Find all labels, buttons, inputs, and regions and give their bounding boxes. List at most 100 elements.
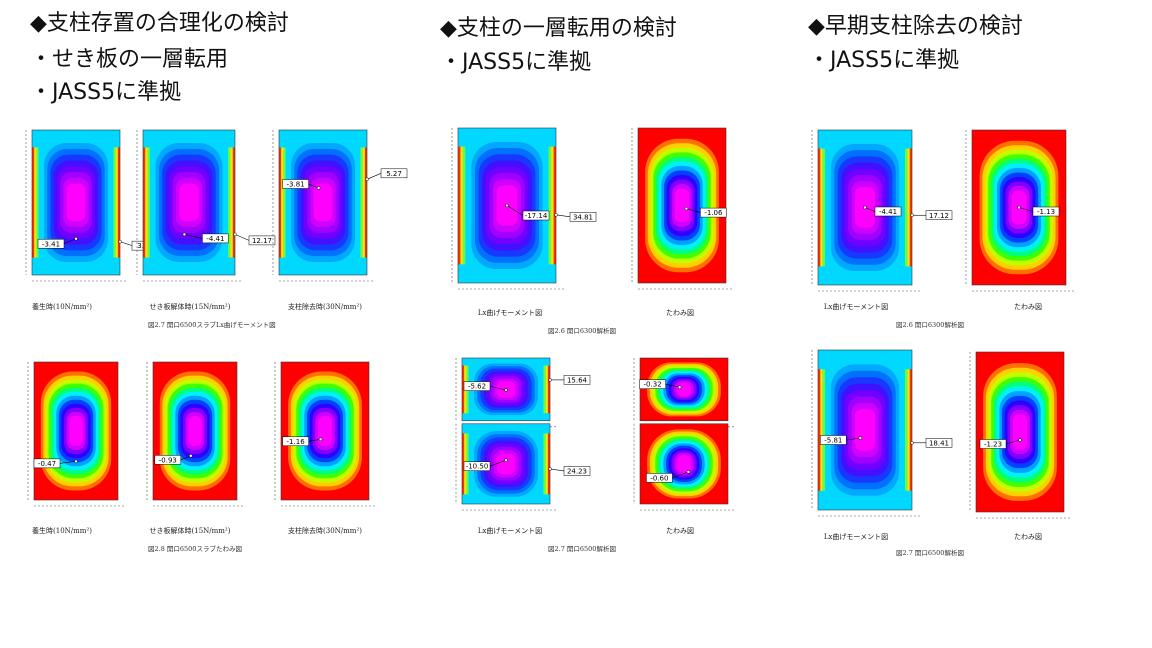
panel-label: たわみ図 (1014, 533, 1042, 541)
figure-caption: 図2.7 開口6500スラブLx曲げモーメント図 (148, 320, 276, 329)
edge-strip (547, 365, 550, 414)
callout-leader (665, 383, 680, 388)
callout-box (154, 455, 182, 465)
panel-label: 養生時(10N/mm²) (32, 526, 92, 535)
callout-dot (910, 213, 914, 217)
contour (313, 183, 333, 222)
contour (676, 382, 692, 397)
callout-leader (549, 468, 565, 472)
callout-box (380, 168, 408, 179)
edge-strip (820, 148, 823, 267)
edge-strip (462, 146, 466, 265)
callout-value: -1.13 (1037, 208, 1055, 216)
heading: ◆支柱存置の合理化の検討 (30, 11, 289, 36)
callout-dot (863, 205, 867, 210)
edge-strip (547, 433, 550, 495)
panel-label: 支柱除去時(30N/mm²) (288, 526, 362, 535)
edge-strip (228, 147, 231, 258)
heading: ◆早期支柱除去の検討 (808, 14, 1023, 39)
callout-dot (233, 232, 237, 237)
panel-label: 養生時(10N/mm²) (32, 302, 92, 311)
figure-caption: 図2.8 開口6500スラブたわみ図 (148, 544, 242, 553)
callout-leader (672, 471, 689, 479)
callout-value: -3.81 (287, 181, 305, 189)
callout-leader (1018, 207, 1034, 212)
callout-box (925, 210, 953, 220)
edge-strip (281, 147, 284, 258)
callout-value: -0.32 (644, 381, 662, 389)
callout-dot (548, 467, 552, 471)
callout-box (282, 179, 309, 189)
callout-box (37, 239, 65, 249)
figure-caption: 図2.7 開口6500解析図 (548, 544, 616, 553)
edge-strip (458, 146, 461, 265)
edge-strip (364, 147, 367, 258)
callout-dot (1017, 205, 1021, 210)
callout-leader (234, 234, 250, 241)
callout-value: 17.12 (929, 212, 949, 220)
edge-strip (543, 433, 546, 495)
edge-strip (907, 148, 910, 267)
panel-label: Lx曲げモーメント図 (824, 532, 888, 541)
edge-strip (115, 147, 118, 258)
figure-caption: 図2.7 開口6500解析図 (896, 548, 964, 557)
callout-dot (365, 177, 369, 182)
plot-frame (461, 423, 551, 505)
edge-strip (283, 147, 286, 258)
callout-leader (506, 205, 524, 216)
panel-label: たわみ図 (666, 527, 694, 535)
callout-box (569, 212, 597, 222)
callout-box (700, 207, 727, 218)
callout-dot (182, 232, 187, 237)
callout-value: -0.93 (159, 456, 177, 464)
edge-strip (822, 369, 826, 491)
callout-leader (489, 385, 507, 391)
plot-frame (461, 357, 551, 422)
panel-label: 支柱除去時(30N/mm²) (288, 302, 362, 311)
callout-value: -3.41 (42, 240, 60, 248)
contour (66, 183, 86, 222)
callout-box (463, 381, 491, 391)
plot-frame (152, 361, 238, 501)
callout-box (33, 458, 61, 469)
callout-leader (184, 234, 203, 239)
edge-strip (818, 148, 821, 267)
callout-box (925, 438, 953, 448)
callout-box (202, 233, 229, 244)
panel-label: せき板解体時(15N/mm²) (150, 302, 231, 311)
panel-label: たわみ図 (666, 309, 694, 317)
callout-leader (180, 455, 191, 461)
callout-box (248, 235, 276, 246)
edge-strip (145, 147, 148, 258)
callout-leader (63, 238, 77, 245)
panel-label: たわみ図 (1014, 303, 1042, 311)
plot-frame (637, 127, 727, 284)
figure-caption: 図2.6 開口6300解析図 (548, 326, 616, 335)
contour (496, 453, 516, 475)
callout-dot (858, 436, 863, 440)
heading: ◆支柱の一層転用の検討 (440, 16, 677, 41)
edge-strip (907, 369, 910, 491)
callout-leader (59, 461, 77, 464)
callout-dot (505, 203, 509, 208)
callout-dot (118, 239, 122, 244)
callout-value: 5.27 (386, 170, 402, 178)
plot-frame (975, 351, 1065, 513)
edge-strip (462, 365, 465, 414)
callout-value: -5.62 (468, 383, 486, 391)
plot-frame (971, 129, 1067, 286)
edge-strip (113, 147, 116, 258)
panel-label: Lx曲げモーメント図 (478, 526, 542, 535)
edge-strip (147, 147, 150, 258)
edge-strip (117, 147, 120, 258)
edge-strip (543, 365, 546, 414)
callout-box (1032, 206, 1060, 217)
callout-dot (910, 441, 914, 445)
callout-value: 34.81 (573, 213, 593, 221)
callout-box (563, 466, 591, 476)
callout-dot (189, 454, 193, 458)
contour (317, 415, 333, 447)
bullet: ・JASS5に準拠 (808, 48, 959, 73)
contour (854, 409, 876, 451)
